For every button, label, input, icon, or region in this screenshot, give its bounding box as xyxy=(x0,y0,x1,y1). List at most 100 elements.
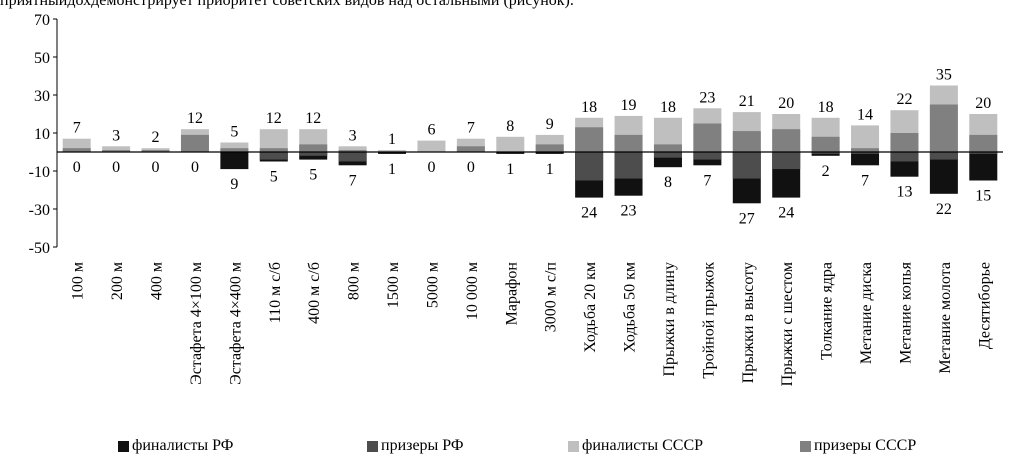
data-label-top: 7 xyxy=(467,120,475,137)
bar-medalists-ussr xyxy=(811,136,840,152)
category-label: Метание копья xyxy=(897,261,914,363)
category-label: 200 м xyxy=(109,262,126,300)
y-tick-label: 50 xyxy=(34,50,50,67)
bar-medalists-rf xyxy=(969,152,998,154)
category-label: 5000 м xyxy=(424,262,441,308)
category-label: Ходьба 20 км xyxy=(582,262,599,353)
y-tick-label: -10 xyxy=(29,164,50,181)
bar-finalists-rf xyxy=(378,152,407,154)
bar-finalists-rf xyxy=(220,152,249,170)
category-label: 110 м с/б xyxy=(267,262,284,323)
bar-medalists-rf xyxy=(338,152,367,162)
bar-medalists-ussr xyxy=(102,150,131,152)
legend-label: финалисты СССР xyxy=(582,437,704,454)
bar-medalists-ussr xyxy=(732,131,761,152)
legend-item-finalists-rf: финалисты РФ xyxy=(118,436,233,456)
legend-swatch xyxy=(568,440,579,452)
bar-medalists-rf xyxy=(653,152,682,158)
category-label: 800 м xyxy=(346,262,363,300)
category-label: Метание диска xyxy=(858,262,875,364)
category-label: Прыжки с шестом xyxy=(779,262,796,386)
bar-medalists-ussr xyxy=(693,123,722,152)
bar-medalists-ussr xyxy=(62,148,91,152)
bar-medalists-ussr xyxy=(259,148,288,152)
bar-medalists-ussr xyxy=(338,150,367,152)
bar-medalists-rf xyxy=(575,152,604,181)
bar-finalists-rf xyxy=(496,152,525,154)
data-label-top: 18 xyxy=(581,99,597,116)
category-label: Эстафета 4×400 м xyxy=(227,262,244,385)
data-label-bottom: 5 xyxy=(270,169,278,186)
y-tick-label: 70 xyxy=(34,12,50,29)
bar-medalists-ussr xyxy=(851,148,880,152)
legend-item-finalists-ussr: финалисты СССР xyxy=(568,436,703,456)
bar-medalists-rf xyxy=(259,152,288,160)
legend-label: призеры СССР xyxy=(814,437,917,454)
data-label-top: 2 xyxy=(152,129,160,146)
bar-medalists-ussr xyxy=(180,134,209,152)
legend-swatch xyxy=(800,440,811,452)
bar-medalists-rf xyxy=(890,152,919,162)
data-label-bottom: 8 xyxy=(664,174,672,191)
chart-legend: финалисты РФ призеры РФ финалисты СССР п… xyxy=(0,436,1011,458)
data-label-top: 6 xyxy=(427,122,435,139)
data-label-top: 20 xyxy=(975,95,991,112)
category-label: Тройной прыжок xyxy=(700,262,717,379)
data-label-bottom: 24 xyxy=(581,205,597,222)
data-label-bottom: 13 xyxy=(896,184,912,201)
bar-finalists-ussr xyxy=(378,150,407,152)
legend-swatch xyxy=(118,440,129,452)
bar-medalists-ussr xyxy=(220,148,249,152)
data-label-bottom: 5 xyxy=(309,167,317,184)
data-label-bottom: 0 xyxy=(467,159,475,176)
data-label-bottom: 1 xyxy=(546,161,554,178)
data-label-top: 9 xyxy=(546,116,554,133)
bar-medalists-ussr xyxy=(614,134,643,152)
data-label-top: 7 xyxy=(73,120,81,137)
bar-finalists-ussr xyxy=(338,146,367,152)
bar-medalists-ussr xyxy=(456,146,485,152)
data-label-top: 3 xyxy=(349,127,357,144)
bar-medalists-ussr xyxy=(653,144,682,152)
data-label-top: 35 xyxy=(936,67,952,84)
data-label-top: 12 xyxy=(266,110,282,127)
bar-medalists-ussr xyxy=(535,144,564,152)
bar-finalists-rf xyxy=(851,152,880,166)
bar-finalists-ussr xyxy=(851,125,880,152)
data-label-bottom: 22 xyxy=(936,201,952,218)
category-label: 3000 м с/п xyxy=(543,262,560,333)
page-caption: приятныйдохдемонстрирует приоритет совет… xyxy=(0,0,574,9)
category-label: 100 м xyxy=(70,262,87,300)
bar-medalists-ussr xyxy=(141,150,170,152)
data-label-bottom: 27 xyxy=(739,210,755,227)
data-label-bottom: 7 xyxy=(703,172,711,189)
bar-medalists-rf xyxy=(732,152,761,179)
category-label: Эстафета 4×100 м xyxy=(188,262,205,385)
legend-label: финалисты РФ xyxy=(132,437,234,454)
data-label-bottom: 1 xyxy=(388,161,396,178)
category-label: 400 м xyxy=(149,262,166,300)
data-label-top: 5 xyxy=(230,124,238,141)
data-label-bottom: 2 xyxy=(822,163,830,180)
bar-medalists-ussr xyxy=(890,133,919,152)
data-label-top: 23 xyxy=(699,89,715,106)
legend-label: призеры РФ xyxy=(381,437,464,454)
y-tick-label: 30 xyxy=(34,88,50,105)
category-label: Марафон xyxy=(503,262,520,326)
bar-medalists-ussr xyxy=(969,134,998,152)
data-label-bottom: 15 xyxy=(975,188,991,205)
category-label: Прыжки в высоту xyxy=(740,262,757,383)
bar-medalists-ussr xyxy=(575,127,604,152)
data-label-top: 21 xyxy=(739,93,755,110)
data-label-top: 19 xyxy=(621,97,637,114)
category-label: Ходьба 50 км xyxy=(622,262,639,353)
data-label-top: 18 xyxy=(660,99,676,116)
data-label-bottom: 0 xyxy=(191,159,199,176)
bar-finalists-rf xyxy=(535,152,564,154)
bar-medalists-ussr xyxy=(299,144,328,152)
bar-medalists-rf xyxy=(614,152,643,179)
data-label-top: 12 xyxy=(187,110,203,127)
category-label: 1500 м xyxy=(385,262,402,308)
bar-finalists-ussr xyxy=(259,129,288,152)
